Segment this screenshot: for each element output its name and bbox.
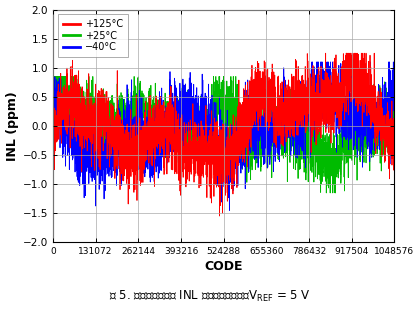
+125°C	[323, 51, 328, 55]
+25°C	[385, 93, 390, 97]
Line: +25°C: +25°C	[53, 77, 394, 193]
Legend: +125°C, +25°C, −40°C: +125°C, +25°C, −40°C	[58, 15, 128, 57]
+125°C	[196, 146, 201, 150]
Text: 図 5. 多様な温度での INL とコードの関係、$\mathregular{V_{REF}}$ = 5 V: 図 5. 多様な温度での INL とコードの関係、$\mathregular{V…	[109, 289, 311, 304]
+25°C	[50, 75, 55, 78]
+125°C	[110, 107, 115, 110]
+25°C	[196, 113, 201, 117]
−40°C	[89, 143, 94, 147]
Line: −40°C: −40°C	[53, 62, 394, 210]
Y-axis label: INL (ppm): INL (ppm)	[5, 91, 18, 161]
Line: +125°C: +125°C	[53, 53, 394, 216]
+25°C	[110, 142, 115, 146]
+125°C	[181, 161, 186, 165]
+125°C	[386, 129, 391, 132]
+125°C	[217, 214, 222, 218]
−40°C	[110, 161, 115, 165]
−40°C	[227, 209, 232, 212]
−40°C	[386, 131, 391, 134]
+25°C	[349, 118, 354, 122]
+125°C	[349, 67, 354, 71]
−40°C	[310, 60, 315, 64]
+25°C	[392, 116, 397, 120]
+125°C	[89, 129, 94, 133]
−40°C	[50, 125, 55, 128]
+125°C	[50, 109, 55, 113]
−40°C	[196, 124, 201, 128]
+25°C	[181, 122, 186, 125]
+25°C	[89, 133, 94, 137]
+125°C	[392, 160, 397, 164]
−40°C	[349, 135, 354, 139]
−40°C	[392, 114, 397, 117]
−40°C	[181, 109, 186, 113]
X-axis label: CODE: CODE	[205, 260, 243, 273]
+25°C	[324, 191, 329, 195]
